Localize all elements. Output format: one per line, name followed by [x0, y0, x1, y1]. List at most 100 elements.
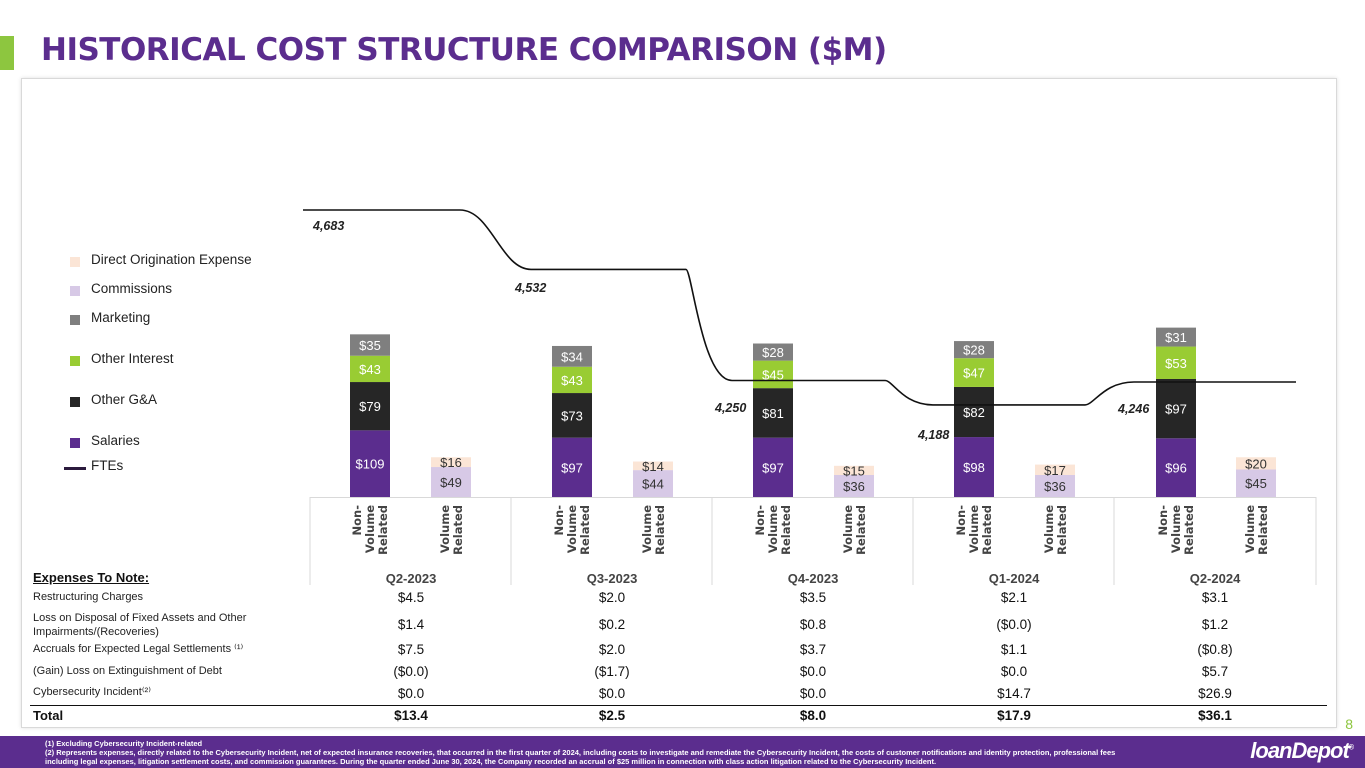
fte-data-label: 4,188 [917, 428, 949, 442]
page-number: 8 [1345, 716, 1353, 732]
data-label-marketing: $34 [561, 349, 583, 364]
notes-cell: $0.0 [799, 686, 827, 701]
notes-quarter-header: Q3-2023 [586, 571, 638, 586]
fte-data-label: 4,683 [312, 219, 344, 233]
notes-cell: $0.0 [397, 686, 425, 701]
data-label-salaries: $97 [762, 460, 784, 475]
data-label-commissions: $36 [1044, 479, 1066, 494]
logo-text: loanDepot [1250, 738, 1350, 763]
data-label-other-interest: $45 [762, 367, 784, 382]
data-label-marketing: $31 [1165, 330, 1187, 345]
bar-axis-label: Related [1055, 505, 1069, 555]
volume-bar-commissions [431, 467, 471, 497]
bar-axis-label: Volume [363, 505, 377, 553]
volume-bar-direct-origination-expense [1236, 457, 1276, 470]
legend-label: Commissions [91, 281, 173, 296]
legend-label: Salaries [91, 433, 140, 448]
data-label-other-interest: $43 [561, 373, 583, 388]
chart-panel [21, 78, 1337, 728]
notes-cell: $1.4 [397, 617, 425, 632]
notes-cell: $0.0 [598, 686, 626, 701]
legend-swatch [70, 397, 80, 407]
non-volume-bar-marketing [954, 341, 994, 359]
notes-cell: $2.1 [1000, 590, 1028, 605]
legend-label: Other Interest [91, 351, 174, 366]
bar-axis-label: Related [376, 505, 390, 555]
page-title: HISTORICAL COST STRUCTURE COMPARISON ($M… [41, 32, 887, 68]
data-label-other-interest: $43 [359, 362, 381, 377]
data-label-direct-origination-expense: $20 [1245, 456, 1267, 471]
bar-axis-label: Non- [954, 505, 968, 536]
data-label-direct-origination-expense: $17 [1044, 463, 1066, 478]
notes-cell: $3.1 [1201, 590, 1229, 605]
total-cell: $2.5 [598, 708, 626, 723]
non-volume-bar-salaries [1156, 438, 1196, 497]
data-label-commissions: $49 [440, 475, 462, 490]
notes-cell: $7.5 [397, 642, 425, 657]
notes-cell: $1.1 [1000, 642, 1028, 657]
non-volume-bar-marketing [1156, 327, 1196, 347]
bar-axis-label: Volume [438, 505, 452, 553]
data-label-other-interest: $47 [963, 366, 985, 381]
notes-cell: ($1.7) [594, 664, 630, 679]
legend-swatch [70, 257, 80, 267]
non-volume-bar-other-interest [753, 360, 793, 389]
notes-row-label-disposal-line2: Impairments/(Recoveries) [33, 626, 159, 638]
fte-line [303, 209, 1296, 406]
notes-cell: ($0.8) [1197, 642, 1233, 657]
fte-data-label: 4,532 [514, 281, 546, 295]
non-volume-bar-marketing [350, 334, 390, 356]
total-cell: $36.1 [1198, 708, 1232, 723]
data-label-other-g-a: $73 [561, 408, 583, 423]
total-divider [30, 705, 1327, 706]
total-cell: $13.4 [394, 708, 428, 723]
notes-cell: $0.8 [799, 617, 827, 632]
notes-cell: $3.5 [799, 590, 827, 605]
bar-axis-label: Related [451, 505, 465, 555]
notes-cell: $2.0 [598, 642, 626, 657]
non-volume-bar-salaries [552, 437, 592, 497]
notes-cell: $0.0 [1000, 664, 1028, 679]
bar-axis-label: Related [653, 505, 667, 555]
non-volume-bar-salaries [350, 430, 390, 497]
footnote-2: (2) Represents expenses, directly relate… [45, 748, 1116, 757]
volume-bar-direct-origination-expense [1035, 464, 1075, 475]
footnote-1: (1) Excluding Cybersecurity Incident-rel… [45, 739, 203, 748]
notes-quarter-header: Q4-2023 [787, 571, 839, 586]
legend-swatch [70, 286, 80, 296]
expenses-notes-title: Expenses To Note: [33, 570, 150, 585]
non-volume-bar-other-g-a [954, 386, 994, 438]
legend-swatch [70, 315, 80, 325]
notes-quarter-header: Q2-2023 [385, 571, 437, 586]
total-cell: $8.0 [799, 708, 827, 723]
non-volume-bar-other-interest [954, 358, 994, 387]
volume-bar-direct-origination-expense [633, 461, 673, 471]
bar-axis-label: Non- [350, 505, 364, 536]
data-label-other-g-a: $82 [963, 405, 985, 420]
bar-axis-label: Volume [1042, 505, 1056, 553]
non-volume-bar-other-interest [1156, 346, 1196, 379]
non-volume-bar-other-g-a [1156, 378, 1196, 439]
data-label-marketing: $35 [359, 338, 381, 353]
legend-swatch [70, 438, 80, 448]
notes-cell: $4.5 [397, 590, 425, 605]
footer-bar: (1) Excluding Cybersecurity Incident-rel… [0, 736, 1365, 768]
notes-cell: $3.7 [799, 642, 827, 657]
bar-axis-label: Related [1182, 505, 1196, 555]
data-label-commissions: $36 [843, 479, 865, 494]
data-label-marketing: $28 [762, 345, 784, 360]
bar-axis-label: Volume [967, 505, 981, 553]
bar-axis-label: Related [854, 505, 868, 555]
title-accent-bar [0, 36, 14, 70]
notes-cell: $5.7 [1201, 664, 1229, 679]
notes-cell: $14.7 [997, 686, 1031, 701]
non-volume-bar-other-g-a [350, 382, 390, 431]
bar-axis-label: Volume [565, 505, 579, 553]
logo-mark: ® [1348, 744, 1354, 752]
notes-cell: ($0.0) [996, 617, 1032, 632]
notes-row-label-legal: Accruals for Expected Legal Settlements … [33, 643, 244, 655]
notes-cell: $2.0 [598, 590, 626, 605]
legend-label: Other G&A [91, 392, 158, 407]
volume-bar-commissions [1035, 474, 1075, 497]
